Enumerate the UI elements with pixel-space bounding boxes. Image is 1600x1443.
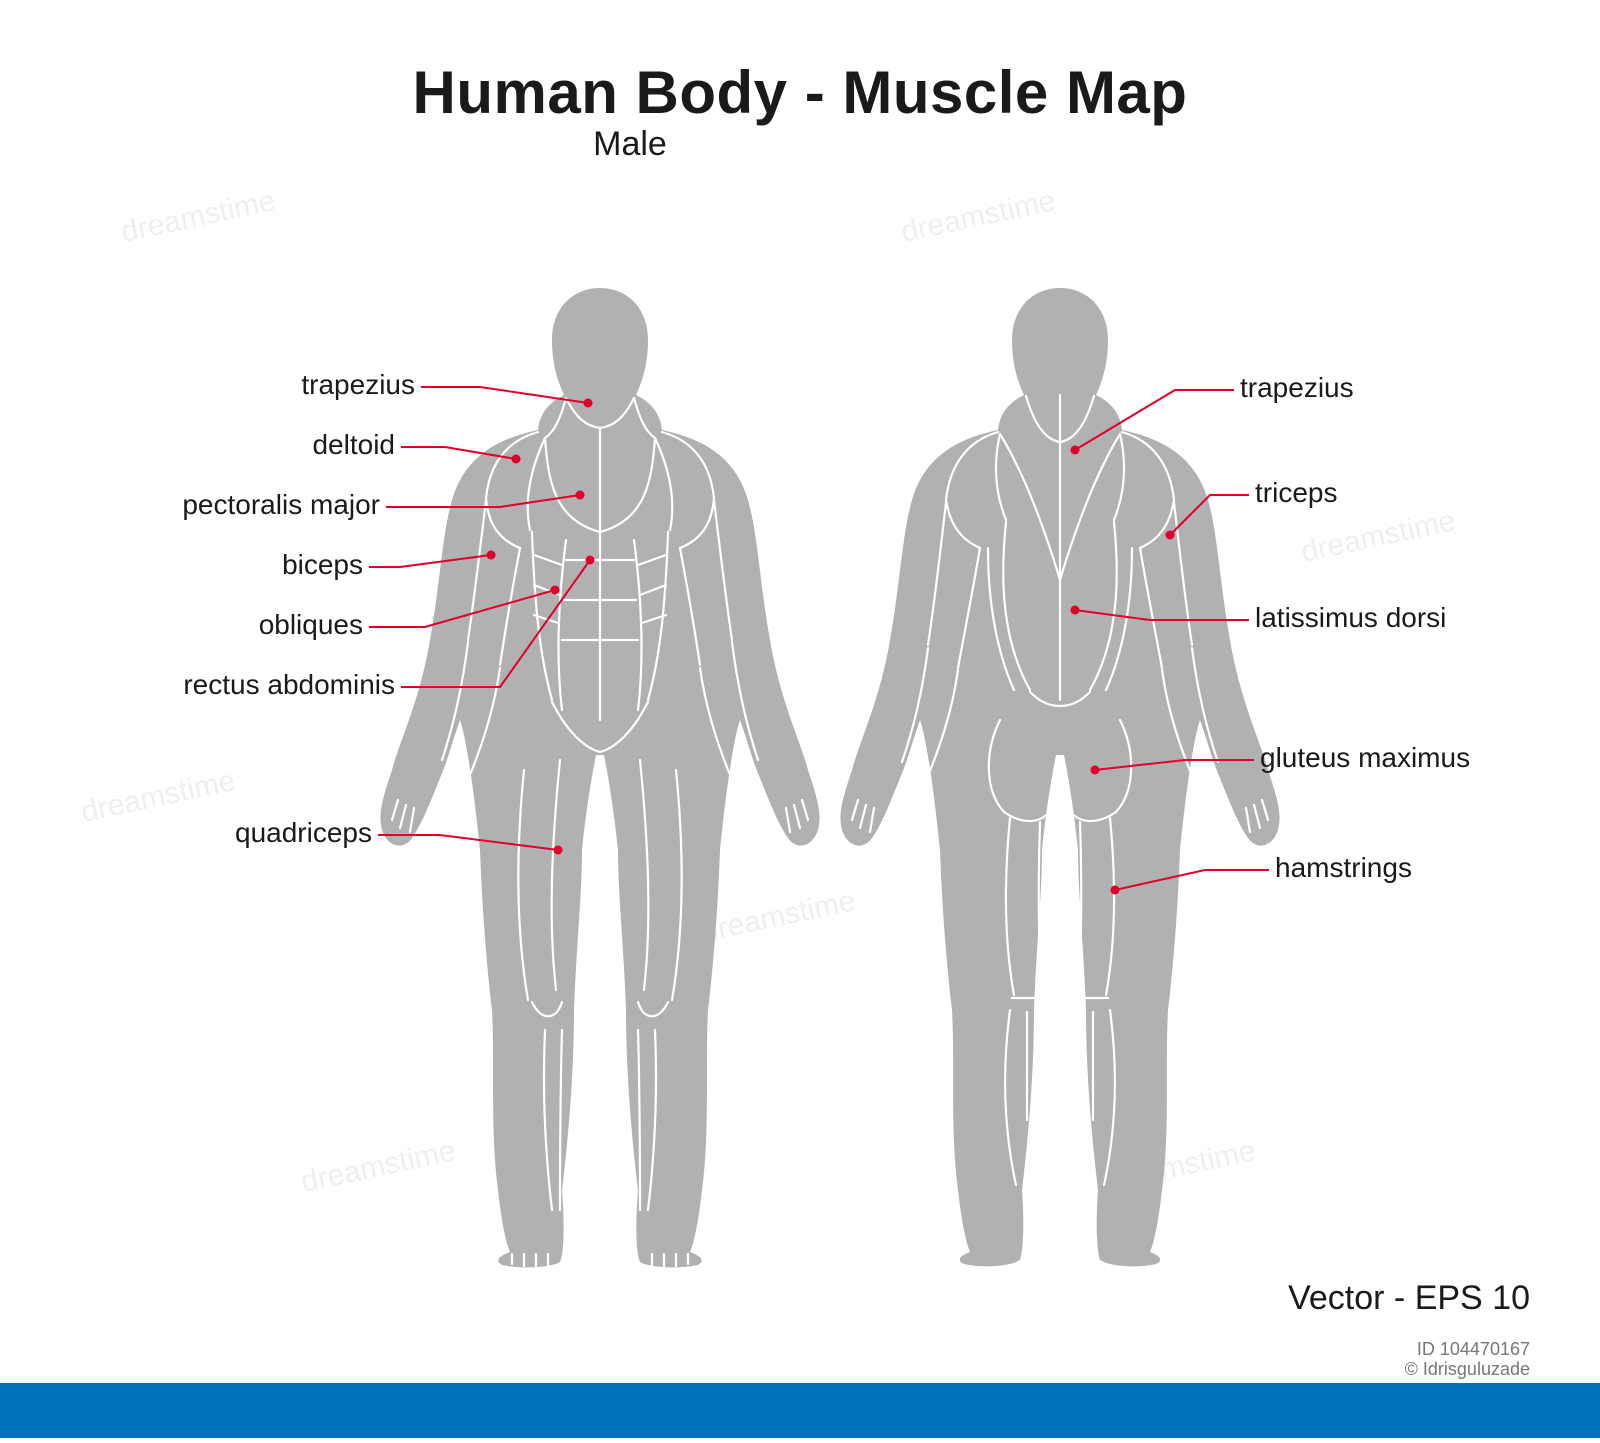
muscle-label: biceps: [282, 549, 363, 581]
stock-credit: © Idrisguluzade: [1405, 1359, 1530, 1380]
muscle-label: trapezius: [301, 369, 415, 401]
stock-id: ID 104470167: [1417, 1339, 1530, 1360]
muscle-label: gluteus maximus: [1260, 742, 1470, 774]
muscle-label: obliques: [259, 609, 363, 641]
footer-bar: [0, 1383, 1600, 1438]
diagram-stage: [0, 0, 1600, 1438]
body-front: [380, 288, 819, 1267]
footer-text: Vector - EPS 10: [1288, 1279, 1530, 1318]
muscle-label: hamstrings: [1275, 852, 1412, 884]
body-back: [840, 288, 1279, 1266]
muscle-label: trapezius: [1240, 372, 1354, 404]
muscle-label: rectus abdominis: [183, 669, 395, 701]
muscle-label: pectoralis major: [182, 489, 380, 521]
muscle-label: quadriceps: [235, 817, 372, 849]
muscle-label: triceps: [1255, 477, 1337, 509]
muscle-label: latissimus dorsi: [1255, 602, 1446, 634]
muscle-label: deltoid: [312, 429, 395, 461]
